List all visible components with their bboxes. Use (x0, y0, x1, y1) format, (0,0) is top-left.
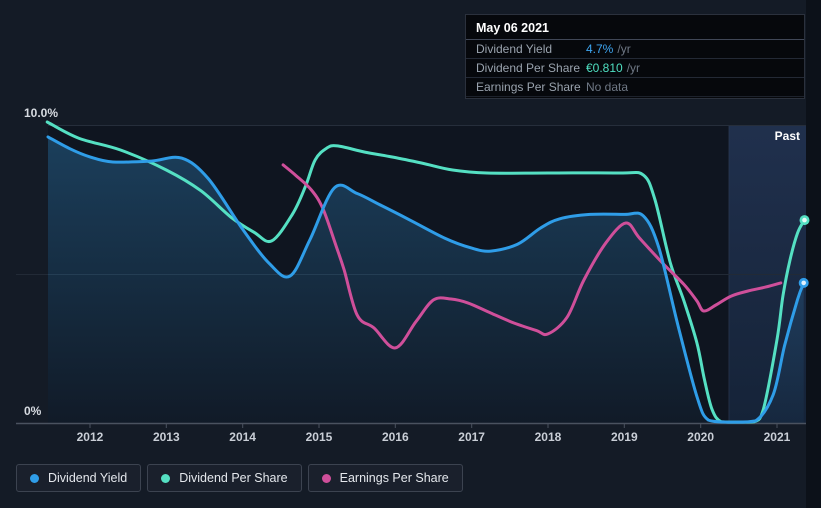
tooltip-label-2: Earnings Per Share (476, 80, 581, 94)
earnings-per-share-dot-icon (321, 473, 331, 483)
tooltip-label-1: Dividend Per Share (476, 61, 581, 75)
dividend-per-share-dot-icon (161, 473, 171, 483)
x-tick-2017: 2017 (458, 430, 485, 444)
tooltip-row-dividend-yield: Dividend Yield 4.7%/yr (466, 40, 804, 59)
legend-item-dividend-yield[interactable]: Dividend Yield (16, 464, 142, 492)
legend-label: Dividend Yield (48, 471, 128, 485)
line-dividend-yield (46, 135, 806, 424)
legend-item-earnings-per-share[interactable]: Earnings Per Share (307, 464, 463, 492)
x-tick-2013: 2013 (152, 430, 180, 444)
tooltip-suffix-1: /yr (626, 61, 641, 75)
legend-item-dividend-per-share[interactable]: Dividend Per Share (147, 464, 302, 492)
end-dot-core (801, 280, 806, 286)
x-tick-2018: 2018 (534, 430, 562, 444)
tooltip-date: May 06 2021 (466, 15, 804, 40)
x-tick-2016: 2016 (381, 430, 409, 444)
right-margin (806, 0, 821, 508)
legend-label: Earnings Per Share (339, 471, 449, 485)
tooltip-label-0: Dividend Yield (476, 42, 553, 56)
end-dot-core (802, 217, 807, 223)
x-tick-2019: 2019 (610, 430, 638, 444)
x-tick-2012: 2012 (76, 430, 104, 444)
tooltip-value-2: No data (586, 80, 629, 94)
tooltip-row-earnings-per-share: Earnings Per Share No data (466, 78, 804, 97)
tooltip-row-dividend-per-share: Dividend Per Share €0.810/yr (466, 59, 804, 78)
y-axis-label-top: 10.0% (24, 106, 59, 120)
legend-label: Dividend Per Share (179, 471, 288, 485)
area-dividend-yield (48, 136, 804, 423)
tooltip-suffix-0: /yr (617, 42, 631, 56)
chart-legend: Dividend Yield Dividend Per Share Earnin… (16, 464, 463, 492)
past-region-label: Past (774, 129, 800, 143)
x-tick-2020: 2020 (687, 430, 714, 444)
x-tick-2014: 2014 (229, 430, 256, 444)
chart-tooltip: May 06 2021 Dividend Yield 4.7%/yr Divid… (465, 14, 805, 99)
tooltip-value-1: €0.810 (586, 61, 623, 75)
x-tick-2021: 2021 (763, 430, 791, 444)
tooltip-value-0: 4.7% (586, 42, 614, 56)
dividend-yield-dot-icon (30, 473, 39, 483)
x-tick-2015: 2015 (305, 430, 333, 444)
line-earnings-per-share (281, 163, 783, 350)
y-axis-label-zero: 0% (24, 404, 42, 418)
